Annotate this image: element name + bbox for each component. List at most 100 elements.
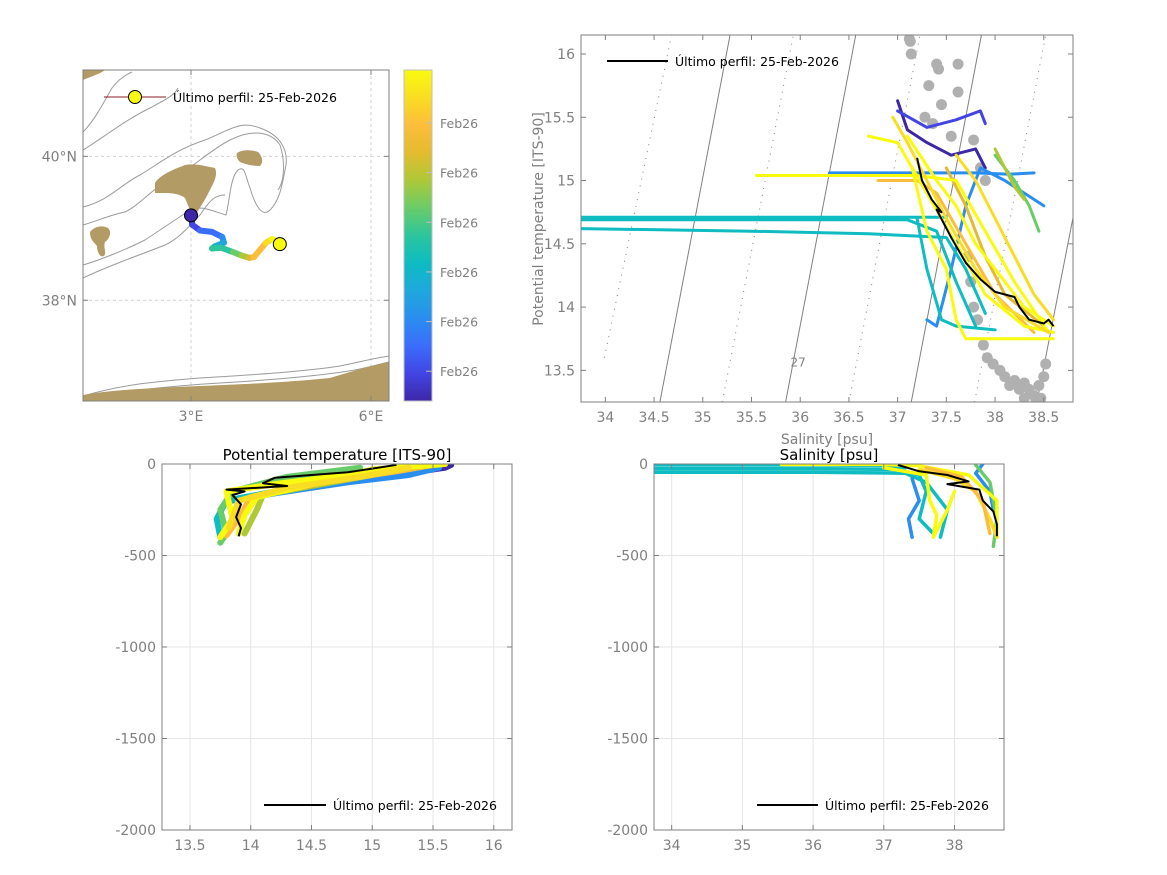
map-land [83,70,389,401]
ts-series [581,99,1055,341]
ts-series-line [581,218,978,328]
historical-point [1038,371,1050,383]
ts-last-profile [916,157,1055,327]
ts-xtick-label: 38.5 [1028,410,1059,426]
tp-xtick-label: 14 [242,838,260,854]
ts-series-line [993,153,1041,233]
map-panel: 3°E 6°E 38°N 40°N Último perfil: 25-Feb-202… [42,69,390,425]
ts-series-line [910,166,1055,341]
ts-series-line [905,134,1055,328]
tp-ticks: 13.5 14 14.5 15 15.5 16 -2000 -1500 -1000 -500 0 [115,457,512,854]
sp-last-profile-line [897,464,998,537]
float-track [188,212,283,261]
ts-xtick-label: 36.5 [833,410,864,426]
tp-xtick-label: 13.5 [174,838,205,854]
historical-point [945,130,957,142]
tp-legend: Último perfil: 25-Feb-2026 [264,798,497,813]
temperature-profile-panel: 13.5 14 14.5 15 15.5 16 -2000 -1500 -1000 -500 0 P… [115,446,513,854]
sp-series [654,464,999,549]
map-background [83,70,389,401]
historical-point [933,63,945,75]
sp-last-profile [897,464,998,537]
historical-point [905,48,917,60]
tp-legend-label: Último perfil: 25-Feb-2026 [333,798,497,813]
historical-point [935,99,947,111]
ts-ytick-label: 14.5 [544,237,575,253]
sp-ytick-label: -2000 [607,823,648,839]
first-position-marker[interactable] [184,208,198,223]
tp-xtick-label: 15.5 [417,838,448,854]
map-xtick-label: 6°E [359,409,384,425]
historical-point [968,301,980,313]
sp-xtick-label: 36 [804,838,822,854]
tp-ytick-label: -2000 [115,823,156,839]
isobath-north [82,71,179,151]
ts-ytick-label: 14 [557,300,575,316]
ts-ytick-label: 15.5 [544,110,575,126]
tp-ytick-label: -1500 [115,732,156,748]
sp-xtick-label: 34 [663,838,681,854]
colorbar-tick-label: Feb26 [440,315,478,330]
sp-series-line [654,466,936,536]
ts-diagram-panel: 27 34 34.5 35 35.5 36 36.5 37 37.5 38 38.5 13.5 14 1… [531,34,1074,448]
ts-series-line [754,174,1051,334]
colorbar-tick-label: Feb26 [440,116,478,131]
colorbar-tick-label: Feb26 [440,364,478,379]
ts-ytick-label: 16 [557,47,575,63]
map-ytick-label: 38°N [42,293,77,309]
colorbar-ticks: Feb26 Feb26 Feb26 Feb26 Feb26 Feb26 [426,116,478,379]
colorbar-tick-label: Feb26 [440,166,478,181]
isopycnal-label: 27 [790,356,805,370]
tp-last-profile-line [225,464,397,537]
ts-xlabel: Salinity [psu] [781,432,873,448]
ts-xtick-label: 38 [986,410,1004,426]
map-legend-marker [128,90,142,104]
ts-series-line [915,217,997,332]
ts-ylabel: Potential temperature [ITS-90] [531,112,547,326]
sp-series-line [906,476,921,539]
historical-point [999,371,1011,383]
sp-legend-label: Último perfil: 25-Feb-2026 [825,798,989,813]
colorbar-gradient [403,69,433,402]
sp-ytick-label: -1500 [607,732,648,748]
ts-series-line [866,134,1055,334]
sp-xtick-label: 38 [946,838,964,854]
sp-series-line [779,464,999,539]
tp-ytick-label: 0 [147,457,156,473]
tp-ytick-label: -500 [124,549,156,565]
ts-series-line [896,99,987,170]
isopycnal-dotted [603,35,673,358]
sp-ticks: 34 35 36 37 38 -2000 -1500 -1000 -500 0 [607,457,1004,854]
historical-point [1018,392,1030,402]
historical-point [952,86,964,98]
ts-last-profile-line [916,157,1055,327]
ts-xtick-label: 35.5 [736,410,767,426]
map-xtick-label: 3°E [179,409,204,425]
tp-xtick-label: 15 [363,838,381,854]
ts-xtick-label: 37.5 [931,410,962,426]
tp-xtick-label: 16 [485,838,503,854]
colorbar-tick-label: Feb26 [440,265,478,280]
land-mainland-nw [83,70,105,80]
historical-point [977,339,989,351]
historical-point [1040,358,1052,370]
ts-xtick-label: 37 [889,410,907,426]
last-position-marker[interactable] [272,237,287,252]
sp-grid [654,463,1004,831]
sp-xtick-label: 37 [875,838,893,854]
ts-xtick-label: 34.5 [638,410,669,426]
land-africa [83,362,389,401]
ts-xtick-label: 35 [694,410,712,426]
sp-series-line [654,470,950,539]
historical-point [1030,395,1042,402]
map-ytick-label: 40°N [42,149,77,165]
map-legend-label: Último perfil: 25-Feb-2026 [173,90,337,105]
sp-legend: Último perfil: 25-Feb-2026 [757,798,989,813]
isobath-balearic-inner [82,132,284,279]
ts-xtick-label: 34 [596,410,614,426]
ts-xtick-label: 36 [791,410,809,426]
ts-frame [580,34,1074,403]
map-legend: Último perfil: 25-Feb-2026 [104,90,337,105]
historical-point [952,58,964,70]
